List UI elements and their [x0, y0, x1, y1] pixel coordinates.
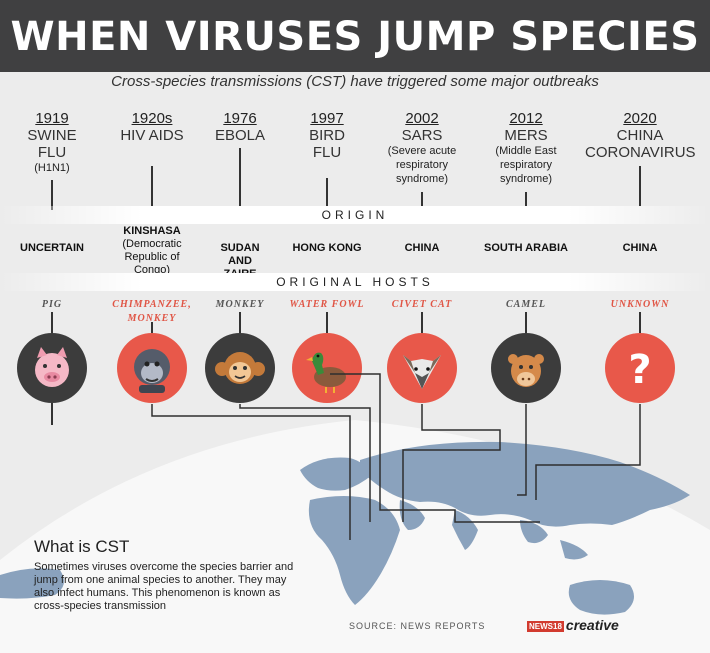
outbreak-year: 2012: [509, 110, 543, 127]
outbreak-name: MERS (Middle East respiratory syndrome): [471, 127, 581, 186]
timeline-line: [525, 192, 527, 206]
host-label: CHIMPANZEE, MONKEY: [112, 299, 192, 324]
page-title: WHEN VIRUSES JUMP SPECIES: [10, 14, 700, 60]
host-line: [326, 312, 328, 333]
hosts-band: [0, 273, 710, 291]
host-line: [239, 312, 241, 333]
host-line: [51, 312, 53, 333]
outbreak-name-text: SARS: [401, 127, 443, 144]
outbreak-name-text: HIV AIDS: [120, 127, 184, 144]
cst-heading: What is CST: [34, 537, 130, 556]
origin-place: CHINA: [367, 242, 477, 255]
logo-badge: NEWS18: [527, 620, 564, 632]
outbreak-name: BIRD FLU: [272, 127, 382, 161]
host-label: PIG: [41, 299, 63, 310]
host-label: UNKNOWN: [610, 299, 670, 310]
outbreak-name: SARS (Severe acute respiratory syndrome): [367, 127, 477, 186]
host-label: WATER FOWL: [289, 299, 365, 310]
origin-label: ORIGIN: [321, 208, 389, 222]
host-label: MONKEY: [215, 299, 265, 310]
outbreak-name: CHINA CORONAVIRUS: [585, 127, 696, 161]
outbreak-name: SWINE FLU (H1N1): [0, 127, 107, 175]
logo-word: creative: [565, 617, 619, 633]
host-line-bottom: [51, 403, 53, 425]
svg-text:?: ?: [628, 347, 651, 393]
timeline-line: [639, 166, 641, 206]
cst-description: Sometimes viruses overcome the species b…: [34, 561, 294, 612]
outbreak-name-text: CHINA CORONAVIRUS: [585, 127, 696, 161]
host-circle: [387, 333, 457, 403]
page-subtitle: Cross-species transmissions (CST) have t…: [111, 73, 599, 90]
outbreak-name: EBOLA: [185, 127, 295, 144]
outbreak-year: 2020: [623, 110, 657, 127]
origin-band: [0, 206, 710, 224]
title-banner: [0, 0, 710, 72]
host-line: [525, 312, 527, 333]
outbreak-name-text: EBOLA: [214, 127, 266, 144]
origin-name: SOUTH ARABIA: [484, 242, 568, 254]
outbreak-subtitle: (H1N1): [34, 162, 70, 174]
brand-logo: NEWS18 creative: [527, 617, 619, 633]
host-circle: [292, 333, 362, 403]
origin-place: SOUTH ARABIA: [471, 242, 581, 255]
host-line: [421, 312, 423, 333]
timeline-line: [421, 192, 423, 206]
origin-place: UNCERTAIN: [0, 242, 107, 255]
outbreak-year: 1919: [35, 110, 69, 127]
outbreak-year: 2002: [405, 110, 439, 127]
source-note: SOURCE: NEWS REPORTS: [349, 621, 486, 631]
origin-place: CHINA: [585, 242, 695, 255]
origin-name: KINSHASA: [123, 225, 181, 237]
origin-name: UNCERTAIN: [20, 242, 84, 254]
outbreak-year: 1997: [310, 110, 344, 127]
origin-name: CHINA: [404, 242, 440, 254]
outbreak-subtitle: (Middle East respiratory syndrome): [495, 145, 557, 185]
timeline-line: [239, 148, 241, 206]
outbreak-name: HIV AIDS: [97, 127, 207, 144]
host-circle: [117, 333, 187, 403]
outbreak-year: 1976: [223, 110, 257, 127]
host-circle: [491, 333, 561, 403]
host-circle: [17, 333, 87, 403]
outbreak-name-text: MERS: [504, 127, 548, 144]
hosts-label: ORIGINAL HOSTS: [276, 275, 434, 289]
outbreak-subtitle: (Severe acute respiratory syndrome): [387, 145, 457, 185]
origin-name: CHINA: [622, 242, 658, 254]
timeline-line: [151, 166, 153, 206]
origin-name: HONG KONG: [292, 242, 362, 254]
host-circle: [205, 333, 275, 403]
timeline-line: [326, 178, 328, 206]
outbreak-name-text: SWINE FLU: [27, 127, 77, 161]
host-label: CIVET CAT: [391, 299, 453, 310]
origin-place: HONG KONG: [272, 242, 382, 255]
host-line: [639, 312, 641, 333]
outbreak-year: 1920s: [131, 110, 173, 127]
host-line: [151, 322, 153, 333]
host-label: CAMEL: [505, 299, 546, 310]
timeline-line: [51, 180, 53, 210]
host-circle: ?: [605, 333, 675, 403]
outbreak-name-text: BIRD FLU: [309, 127, 345, 161]
